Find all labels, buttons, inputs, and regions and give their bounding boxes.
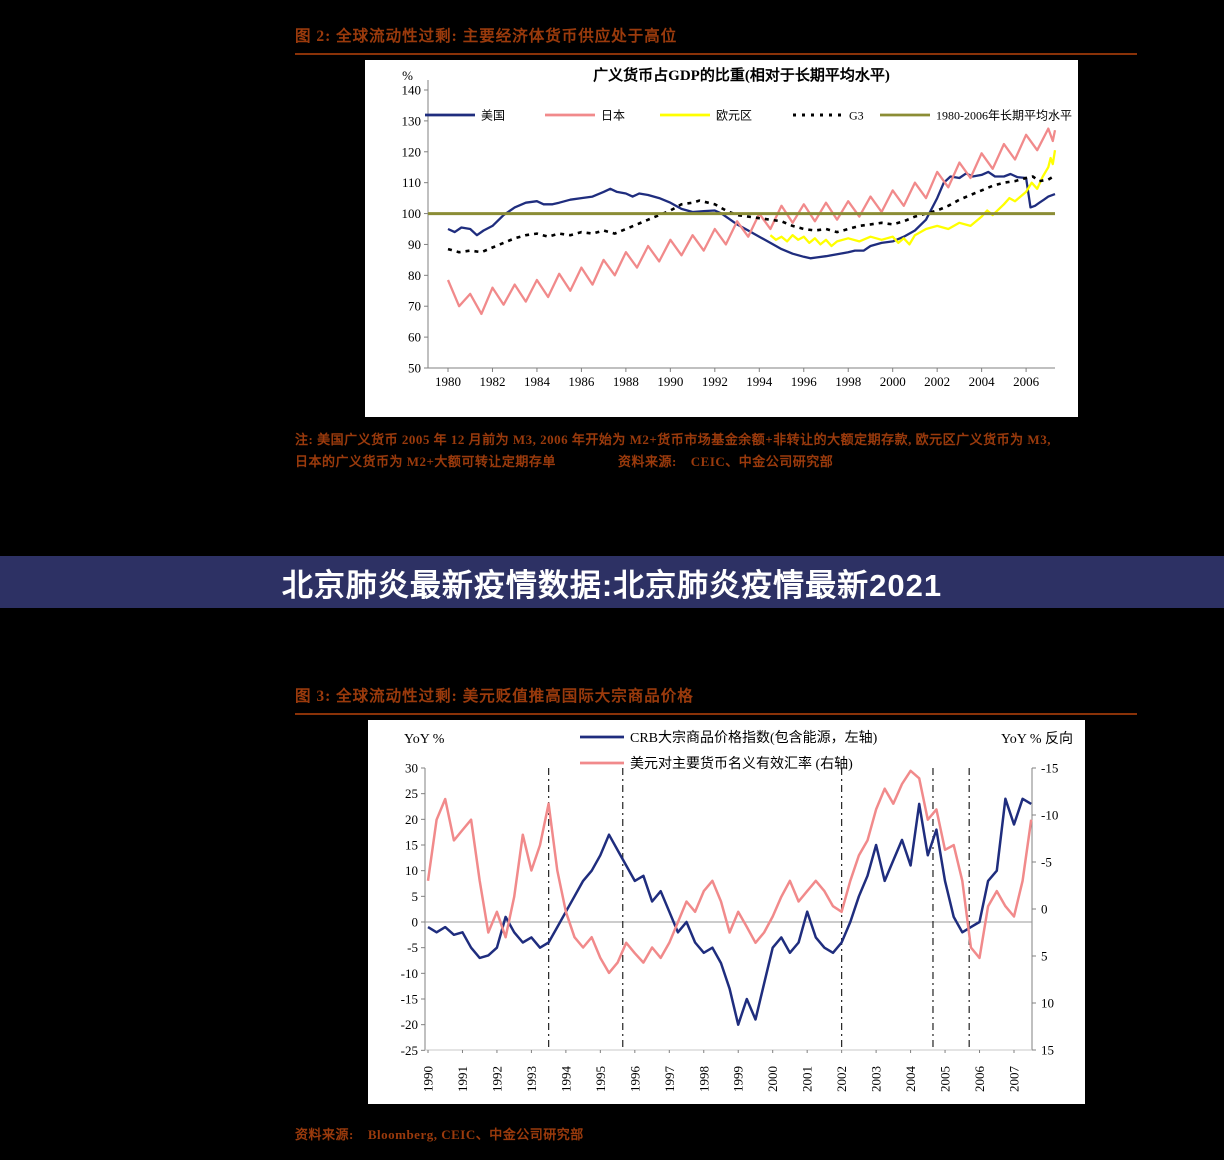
figure2-caption: 图 2: 全球流动性过剩: 主要经济体货币供应处于高位: [295, 24, 1137, 55]
svg-text:1992: 1992: [702, 374, 728, 389]
svg-text:1998: 1998: [696, 1066, 711, 1092]
svg-text:1990: 1990: [421, 1066, 436, 1092]
figure2-source: CEIC、中金公司研究部: [690, 454, 834, 469]
svg-text:日本: 日本: [601, 109, 625, 123]
svg-text:10: 10: [1041, 996, 1054, 1011]
svg-text:-15: -15: [401, 992, 418, 1007]
svg-text:1997: 1997: [662, 1066, 677, 1093]
svg-text:15: 15: [405, 838, 418, 853]
svg-text:-5: -5: [1041, 855, 1052, 870]
svg-text:1992: 1992: [489, 1066, 504, 1092]
chart1-panel: 50 60 70 80 90 100 110 120 130 140 1980 1982 1984 198…: [365, 60, 1078, 417]
svg-text:5: 5: [412, 889, 419, 904]
figure2-note-line2-text: 日本的广义货币为 M2+大额可转让定期存单: [295, 454, 556, 469]
svg-text:0: 0: [412, 915, 419, 930]
svg-text:2000: 2000: [880, 374, 906, 389]
svg-text:-25: -25: [401, 1043, 418, 1058]
svg-text:1980-2006年长期平均水平: 1980-2006年长期平均水平: [936, 109, 1072, 123]
svg-text:1995: 1995: [593, 1066, 608, 1092]
figure2-note-line1: 注: 美国广义货币 2005 年 12 月前为 M3, 2006 年开始为 M2…: [295, 432, 1051, 447]
svg-text:1994: 1994: [558, 1066, 573, 1093]
crb-usd-exchange-chart: -25 -20 -15 -10 -5 0 5 10 15 20 25 30 -15 -10 -5 0 5 10 15…: [401, 730, 1073, 1093]
svg-text:1982: 1982: [479, 374, 505, 389]
svg-text:2002: 2002: [834, 1066, 849, 1092]
svg-text:-20: -20: [401, 1017, 418, 1032]
svg-text:YoY %: YoY %: [404, 732, 445, 747]
svg-text:1998: 1998: [835, 374, 861, 389]
figure3-caption-text: 图 3: 全球流动性过剩: 美元贬值推高国际大宗商品价格: [295, 688, 694, 705]
svg-text:-15: -15: [1041, 761, 1058, 776]
svg-text:1990: 1990: [657, 374, 683, 389]
svg-text:1980: 1980: [435, 374, 461, 389]
svg-text:欧元区: 欧元区: [716, 109, 752, 123]
figure3-caption: 图 3: 全球流动性过剩: 美元贬值推高国际大宗商品价格: [295, 684, 1137, 715]
svg-text:-10: -10: [401, 966, 418, 981]
svg-text:30: 30: [405, 761, 418, 776]
svg-text:YoY % 反向: YoY % 反向: [1001, 731, 1073, 747]
figure2-note: 注: 美国广义货币 2005 年 12 月前为 M3, 2006 年开始为 M2…: [295, 429, 1155, 473]
figure2-caption-text: 图 2: 全球流动性过剩: 主要经济体货币供应处于高位: [295, 28, 678, 45]
svg-text:2004: 2004: [969, 374, 996, 389]
svg-text:美国: 美国: [481, 109, 505, 123]
svg-text:80: 80: [408, 268, 421, 283]
svg-text:%: %: [402, 68, 413, 83]
headline-text: 北京肺炎最新疫情数据:北京肺炎疫情最新2021: [281, 567, 943, 603]
svg-text:90: 90: [408, 237, 421, 252]
svg-text:2006: 2006: [972, 1066, 987, 1093]
svg-text:1984: 1984: [524, 374, 551, 389]
svg-text:1996: 1996: [791, 374, 818, 389]
svg-text:1994: 1994: [746, 374, 773, 389]
figure3-source-label: 资料来源:: [295, 1127, 354, 1142]
figure3-source: Bloomberg, CEIC、中金公司研究部: [367, 1127, 584, 1142]
m2-gdp-ratio-chart: 50 60 70 80 90 100 110 120 130 140 1980 1982 1984 198…: [402, 66, 1073, 389]
svg-text:CRB大宗商品价格指数(包含能源，左轴): CRB大宗商品价格指数(包含能源，左轴): [630, 730, 878, 746]
svg-text:1996: 1996: [627, 1066, 642, 1093]
svg-text:0: 0: [1041, 902, 1048, 917]
svg-text:50: 50: [408, 361, 421, 376]
svg-text:70: 70: [408, 299, 421, 314]
svg-text:20: 20: [405, 812, 418, 827]
svg-text:2006: 2006: [1013, 374, 1039, 389]
svg-text:2005: 2005: [938, 1066, 953, 1092]
svg-text:2000: 2000: [765, 1066, 780, 1092]
svg-text:1988: 1988: [613, 374, 639, 389]
svg-text:2001: 2001: [800, 1066, 815, 1092]
svg-text:15: 15: [1041, 1043, 1054, 1058]
svg-text:130: 130: [402, 113, 422, 128]
svg-text:-10: -10: [1041, 808, 1058, 823]
chart2-panel: -25 -20 -15 -10 -5 0 5 10 15 20 25 30 -15 -10 -5 0 5 10 15…: [368, 720, 1085, 1104]
svg-text:广义货币占GDP的比重(相对于长期平均水平): 广义货币占GDP的比重(相对于长期平均水平): [593, 66, 890, 84]
headline-banner: 北京肺炎最新疫情数据:北京肺炎疫情最新2021: [0, 556, 1224, 608]
svg-text:2007: 2007: [1006, 1066, 1021, 1093]
svg-text:25: 25: [405, 786, 418, 801]
figure2-note-line2: 日本的广义货币为 M2+大额可转让定期存单 资料来源: CEIC、中金公司研究部: [295, 451, 1155, 473]
svg-text:100: 100: [402, 206, 422, 221]
svg-text:美元对主要货币名义有效汇率 (右轴): 美元对主要货币名义有效汇率 (右轴): [630, 755, 853, 772]
svg-text:60: 60: [408, 330, 421, 345]
svg-text:140: 140: [402, 83, 422, 98]
svg-text:2003: 2003: [869, 1066, 884, 1092]
svg-text:1993: 1993: [524, 1066, 539, 1092]
svg-text:1986: 1986: [568, 374, 595, 389]
svg-text:G3: G3: [849, 109, 864, 123]
svg-text:5: 5: [1041, 949, 1048, 964]
figure2-source-label: 资料来源:: [617, 454, 677, 469]
svg-text:1991: 1991: [455, 1066, 470, 1092]
svg-text:2002: 2002: [924, 374, 950, 389]
figure3-source-row: 资料来源: Bloomberg, CEIC、中金公司研究部: [295, 1124, 1155, 1143]
svg-text:10: 10: [405, 863, 418, 878]
svg-text:2004: 2004: [903, 1066, 918, 1093]
svg-text:-5: -5: [407, 940, 418, 955]
svg-text:1999: 1999: [731, 1066, 746, 1092]
svg-text:110: 110: [402, 175, 421, 190]
svg-text:120: 120: [402, 144, 422, 159]
